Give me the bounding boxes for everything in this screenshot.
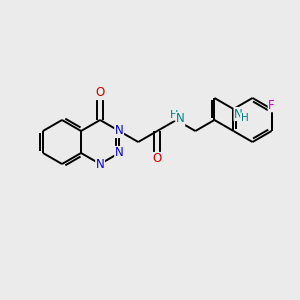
Text: O: O xyxy=(153,152,162,166)
Text: N: N xyxy=(234,107,243,121)
Text: H: H xyxy=(170,110,178,120)
Text: O: O xyxy=(95,86,105,100)
Text: F: F xyxy=(268,99,275,112)
Text: N: N xyxy=(96,158,104,170)
Text: N: N xyxy=(115,124,124,137)
Text: H: H xyxy=(241,113,248,123)
Text: N: N xyxy=(176,112,185,125)
Text: N: N xyxy=(115,146,124,160)
